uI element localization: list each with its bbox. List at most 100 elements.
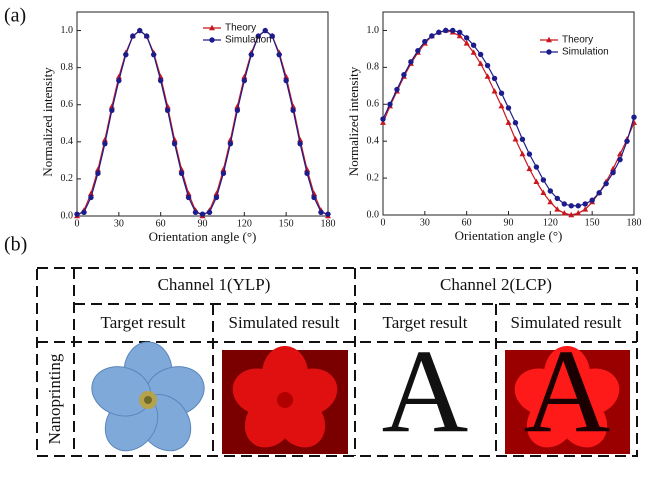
marker-circle <box>234 107 241 113</box>
marker-triangle <box>546 36 552 43</box>
marker-circle <box>74 211 80 217</box>
y-tick-label: 1.0 <box>61 25 74 36</box>
marker-triangle <box>484 73 491 79</box>
channel-header: Channel 1(YLP) <box>158 275 271 294</box>
marker-circle <box>477 51 484 58</box>
marker-circle <box>603 180 609 187</box>
marker-triangle <box>575 209 582 216</box>
x-tick-label: 30 <box>420 217 430 228</box>
simulated-letter-bg <box>505 346 630 454</box>
marker-circle <box>199 211 206 217</box>
marker-circle <box>422 38 428 45</box>
row-label: Nanoprinting <box>45 353 64 444</box>
x-axis-label: Orientation angle (°) <box>149 229 257 244</box>
panel-label: (a) <box>4 5 26 27</box>
marker-circle <box>547 188 554 194</box>
marker-triangle <box>554 206 561 212</box>
marker-circle <box>456 29 463 35</box>
marker-circle <box>561 201 567 207</box>
marker-circle <box>88 194 94 201</box>
column-header: Target result <box>101 313 186 332</box>
x-tick-label: 150 <box>585 217 600 228</box>
marker-circle <box>387 101 393 107</box>
marker-circle <box>512 120 519 126</box>
marker-triangle <box>213 190 220 196</box>
marker-circle <box>255 33 261 39</box>
simulated-letter: A <box>524 325 611 458</box>
marker-triangle <box>234 103 241 109</box>
y-axis-label: Normalized intensity <box>346 66 361 176</box>
marker-circle <box>498 90 505 96</box>
marker-triangle <box>519 150 526 157</box>
marker-circle <box>290 107 296 113</box>
target-letter: A <box>382 325 469 458</box>
marker-circle <box>415 48 421 54</box>
marker-circle <box>227 140 234 147</box>
marker-triangle <box>311 190 318 196</box>
x-tick-label: 180 <box>627 217 642 228</box>
marker-circle <box>582 201 588 207</box>
marker-circle <box>533 164 540 170</box>
marker-circle <box>164 107 171 113</box>
x-tick-label: 60 <box>156 218 166 229</box>
marker-circle <box>95 170 101 177</box>
marker-circle <box>394 86 400 93</box>
marker-circle <box>401 72 407 78</box>
series-line <box>76 29 329 215</box>
marker-circle <box>554 195 561 202</box>
marker-circle <box>102 140 108 147</box>
marker-triangle <box>101 136 108 143</box>
marker-circle <box>631 114 637 120</box>
marker-circle <box>575 203 581 209</box>
marker-circle <box>269 33 275 39</box>
y-tick-label: 0.8 <box>61 62 74 73</box>
marker-circle <box>283 77 289 84</box>
marker-triangle <box>512 136 519 142</box>
column-header: Simulated result <box>229 313 340 332</box>
marker-triangle <box>115 73 122 80</box>
marker-circle <box>157 77 164 84</box>
marker-circle <box>443 27 449 34</box>
marker-circle <box>109 107 115 113</box>
marker-circle <box>470 42 477 48</box>
y-tick-label: 0.6 <box>61 99 74 110</box>
column-header: Target result <box>383 313 468 332</box>
marker-circle <box>624 138 630 144</box>
marker-circle <box>505 105 512 111</box>
marker-circle <box>185 194 192 201</box>
marker-circle <box>540 177 547 183</box>
y-tick-label: 0.2 <box>367 172 380 183</box>
marker-circle <box>429 33 435 39</box>
x-tick-label: 30 <box>114 218 124 229</box>
marker-circle <box>150 51 157 58</box>
marker-triangle <box>547 198 554 205</box>
marker-circle <box>484 62 491 69</box>
series-line <box>76 29 329 217</box>
x-tick-label: 90 <box>504 217 514 228</box>
marker-circle <box>116 77 122 84</box>
x-tick-label: 60 <box>462 217 472 228</box>
marker-circle <box>491 75 498 82</box>
marker-triangle <box>463 40 470 46</box>
marker-circle <box>192 209 199 215</box>
marker-circle <box>81 209 87 215</box>
y-tick-label: 0.0 <box>61 210 74 221</box>
marker-circle <box>463 35 470 41</box>
marker-circle <box>596 190 602 196</box>
x-tick-label: 0 <box>75 218 80 229</box>
marker-circle <box>171 140 178 147</box>
simulated-flower <box>222 346 348 454</box>
plot-frame <box>382 11 635 216</box>
marker-triangle <box>290 103 297 109</box>
y-tick-label: 0.8 <box>367 62 380 73</box>
marker-triangle <box>456 32 463 39</box>
marker-triangle <box>157 73 164 80</box>
marker-triangle <box>87 190 94 196</box>
marker-triangle <box>227 136 234 143</box>
marker-circle <box>262 27 268 34</box>
flower-image <box>91 341 205 452</box>
marker-triangle <box>498 102 505 109</box>
x-tick-label: 150 <box>279 218 294 229</box>
y-tick-label: 0.0 <box>367 209 380 220</box>
marker-circle <box>297 140 303 147</box>
